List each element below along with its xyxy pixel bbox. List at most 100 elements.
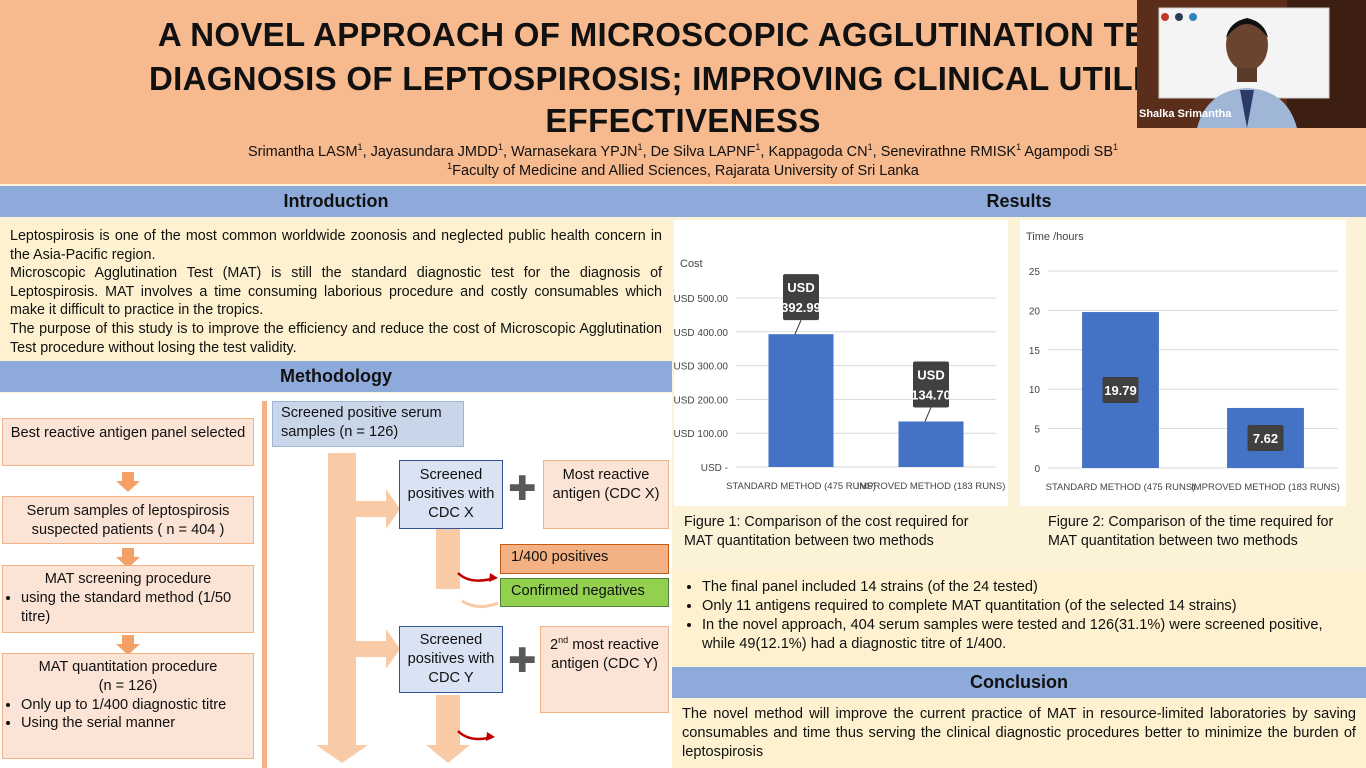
y-tick-label: USD 100.00 [674,429,728,440]
y-axis-label: Cost [680,258,703,270]
data-label-box [783,274,819,321]
data-label: USD [917,367,944,382]
author-name: Agampodi SB [1021,143,1114,160]
results-bullet: In the novel approach, 404 serum samples… [702,616,1356,654]
webcam-video[interactable]: Shalka Srimantha [1137,0,1366,128]
positives-1400-box: 1/400 positives [500,544,669,574]
second-sup: nd [558,635,569,645]
participant-name: Shalka Srimantha [1139,108,1232,120]
y-axis-label: Time /hours [1026,231,1084,243]
y-tick-label: 5 [1034,425,1040,436]
y-tick-label: 10 [1029,385,1041,396]
conclusion-body: The novel method will improve the curren… [672,701,1366,768]
results-bullets: The final panel included 14 strains (of … [672,570,1366,666]
plus-icon: ✚ [508,470,537,508]
data-label: USD [787,280,814,295]
mat-quantitation-n: (n = 126) [98,677,158,694]
step-mat-quantitation: MAT quantitation procedure (n = 126) Onl… [2,653,254,759]
logo-icon [1175,13,1183,21]
author-name: , Kappagoda CN [760,143,868,160]
data-label-box [913,361,949,408]
chart-cost-panel: Cost USD - USD 100.00 USD 200.00 USD 300.00 U… [674,220,1008,506]
step-antigen-panel: Best reactive antigen panel selected [2,418,254,466]
flowchart-arrows [116,401,499,768]
y-tick-label: USD 200.00 [674,395,728,406]
data-label: 19.79 [1104,383,1137,398]
confirmed-negatives-box: Confirmed negatives [500,578,669,607]
mat-quantitation-bullet: Using the serial manner [21,714,253,733]
affiliation: 1Faculty of Medicine and Allied Sciences… [0,161,1366,179]
bar [768,334,834,467]
author-sup: 1 [357,142,363,152]
y-tick-label: 25 [1029,267,1041,278]
data-label-leader [794,319,802,335]
second-rest: most reactive antigen (CDC Y) [551,636,659,672]
introduction-heading: Introduction [0,186,672,217]
mat-screening-title: MAT screening procedure [44,571,212,587]
introduction-body: Leptospirosis is one of the most common … [0,221,672,361]
mat-quantitation-bullet: Only up to 1/400 diagnostic titre [21,696,253,715]
data-label: 134.70 [911,387,951,402]
intro-paragraph: Leptospirosis is one of the most common … [10,228,662,263]
y-tick-label: 0 [1034,464,1040,475]
logo-icon [1189,13,1197,21]
author-sup: 1 [755,142,761,152]
cdc-y-box: Screened positives with CDC Y [399,626,503,693]
author-sup: 1 [867,142,873,152]
chart-time: Time /hours 0 5 10 15 20 25 STANDARD METHOD (47… [1026,231,1340,493]
author-name: , De Silva LAPNF [642,143,756,160]
bar [898,421,964,467]
second-reactive-antigen-box: 2nd most reactive antigen (CDC Y) [540,626,669,713]
figure-2-caption: Figure 2: Comparison of the time require… [1048,514,1334,549]
title-line-3: EFFECTIVENESS [545,102,821,139]
author-name: , Warnasekara YPJN [502,143,638,160]
logo-icon [1161,13,1169,21]
mat-screening-bullet: using the standard method (1/50 titre) [21,589,253,627]
figure-1-caption: Figure 1: Comparison of the cost require… [684,514,969,549]
y-tick-label: USD 500.00 [674,294,728,305]
screened-positive-box: Screened positive serum samples (n = 126… [272,401,464,447]
data-label: 392.99 [781,300,821,315]
results-bullet: The final panel included 14 strains (of … [702,578,1356,597]
webcam-feed-image [1137,0,1366,128]
author-name: , Senevirathne RMISK [872,143,1017,160]
most-reactive-antigen-box: Most reactive antigen (CDC X) [543,460,669,529]
y-tick-label: 15 [1029,346,1041,357]
x-tick-label: STANDARD METHOD (475 RUNS) [726,481,876,492]
x-tick-label: IMPROVED METHOD (183 RUNS) [857,481,1006,492]
data-label-box [1247,424,1284,451]
y-tick-label: 20 [1029,306,1041,317]
step-mat-screening: MAT screening procedure using the standa… [2,565,254,633]
y-tick-label: USD - [701,463,728,474]
y-tick-label: USD 300.00 [674,362,728,373]
results-bullet: Only 11 antigens required to complete MA… [702,597,1356,616]
affiliation-text: Faculty of Medicine and Allied Sciences,… [452,162,919,179]
author-sup: 1 [497,142,503,152]
author-sup: 1 [637,142,643,152]
second-num: 2 [550,636,559,653]
intro-paragraph: Microscopic Agglutination Test (MAT) is … [10,265,662,319]
author-name: , Jayasundara JMDD [362,143,498,160]
data-label-box [1102,377,1139,404]
conclusion-heading: Conclusion [672,667,1366,698]
affiliation-sup: 1 [447,161,453,171]
methodology-flowchart: Best reactive antigen panel selected Ser… [0,393,672,768]
plus-icon: ✚ [508,642,537,680]
title-line-1: A NOVEL APPROACH OF MICROSCOPIC AGGLUTIN… [157,16,1209,53]
author-sup: 1 [1016,142,1022,152]
mat-quantitation-title: MAT quantitation procedure [38,659,218,675]
data-label: 7.62 [1253,431,1278,446]
x-tick-label: STANDARD METHOD (475 RUNS) [1046,482,1196,493]
intro-paragraph: The purpose of this study is to improve … [10,320,662,356]
data-label-leader [924,407,932,422]
author-name: Srimantha LASM [247,143,358,160]
chart-time-panel: Time /hours 0 5 10 15 20 25 STANDARD METHOD (47… [1020,220,1346,506]
cdc-x-box: Screened positives with CDC X [399,460,503,529]
title-line-2: DIAGNOSIS OF LEPTOSPIROSIS; IMPROVING CL… [149,60,1217,97]
step-serum-samples: Serum samples of leptospirosis suspected… [2,496,254,544]
y-tick-label: USD 400.00 [674,328,728,339]
author-sup: 1 [1113,142,1119,152]
authors: Srimantha LASM1, Jayasundara JMDD1, Warn… [0,142,1366,160]
x-tick-label: IMPROVED METHOD (183 RUNS) [1191,482,1340,493]
methodology-heading: Methodology [0,361,672,392]
